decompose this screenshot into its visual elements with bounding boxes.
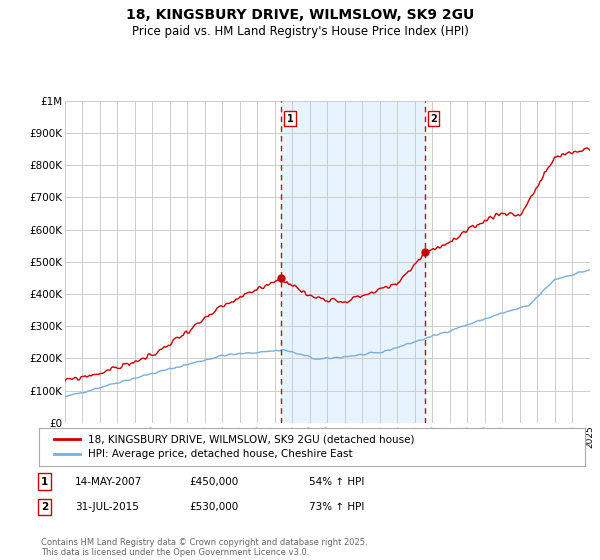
Bar bbox=[281, 101, 425, 423]
Text: 1: 1 bbox=[41, 477, 48, 487]
Text: 31-JUL-2015: 31-JUL-2015 bbox=[75, 502, 139, 512]
Text: 54% ↑ HPI: 54% ↑ HPI bbox=[309, 477, 364, 487]
Text: Contains HM Land Registry data © Crown copyright and database right 2025.
This d: Contains HM Land Registry data © Crown c… bbox=[41, 538, 367, 557]
Legend: 18, KINGSBURY DRIVE, WILMSLOW, SK9 2GU (detached house), HPI: Average price, det: 18, KINGSBURY DRIVE, WILMSLOW, SK9 2GU (… bbox=[50, 430, 419, 464]
Text: 2: 2 bbox=[430, 114, 437, 124]
Text: 2: 2 bbox=[41, 502, 48, 512]
Text: 14-MAY-2007: 14-MAY-2007 bbox=[75, 477, 142, 487]
Text: £530,000: £530,000 bbox=[189, 502, 238, 512]
Text: 73% ↑ HPI: 73% ↑ HPI bbox=[309, 502, 364, 512]
Text: 1: 1 bbox=[287, 114, 293, 124]
Text: 18, KINGSBURY DRIVE, WILMSLOW, SK9 2GU: 18, KINGSBURY DRIVE, WILMSLOW, SK9 2GU bbox=[126, 8, 474, 22]
Text: Price paid vs. HM Land Registry's House Price Index (HPI): Price paid vs. HM Land Registry's House … bbox=[131, 25, 469, 38]
Text: £450,000: £450,000 bbox=[189, 477, 238, 487]
